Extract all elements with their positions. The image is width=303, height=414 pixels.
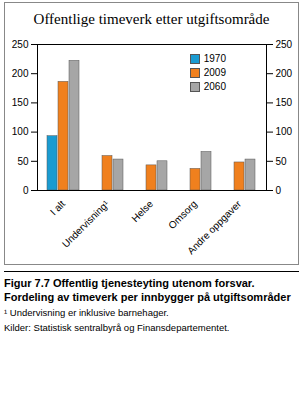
svg-text:0: 0 bbox=[23, 185, 29, 196]
svg-text:I alt: I alt bbox=[48, 198, 67, 217]
svg-text:0: 0 bbox=[276, 185, 282, 196]
svg-text:50: 50 bbox=[17, 156, 29, 167]
svg-text:50: 50 bbox=[276, 156, 288, 167]
svg-text:150: 150 bbox=[12, 97, 29, 108]
svg-text:150: 150 bbox=[276, 97, 293, 108]
svg-text:200: 200 bbox=[12, 68, 29, 79]
svg-text:Andre oppgaver: Andre oppgaver bbox=[185, 198, 244, 257]
html-text:¹ Undervisning er inklusive ba: ¹ Undervisning er inklusive barnehager. bbox=[4, 307, 169, 318]
html-text:Figur 7.7 Offentlig tjenesteyt: Figur 7.7 Offentlig tjenesteyting utenom… bbox=[4, 277, 291, 303]
html-text:2060: 2060 bbox=[203, 81, 226, 92]
svg-text:100: 100 bbox=[276, 126, 293, 137]
svg-text:Helse: Helse bbox=[129, 198, 155, 224]
html-text:Kilder: Statistisk sentralbyrå: Kilder: Statistisk sentralbyrå og Finans… bbox=[4, 322, 230, 333]
svg-text:250: 250 bbox=[276, 39, 293, 50]
svg-text:200: 200 bbox=[276, 68, 293, 79]
html-text:1970: 1970 bbox=[203, 53, 226, 64]
svg-text:Undervisning¹: Undervisning¹ bbox=[60, 198, 112, 250]
html-text:Offentlige timeverk etter utgi: Offentlige timeverk etter utgiftsområde bbox=[33, 11, 270, 27]
svg-text:250: 250 bbox=[12, 39, 29, 50]
html-text:2009: 2009 bbox=[203, 67, 226, 78]
svg-text:Omsorg: Omsorg bbox=[166, 198, 199, 231]
svg-text:100: 100 bbox=[12, 126, 29, 137]
